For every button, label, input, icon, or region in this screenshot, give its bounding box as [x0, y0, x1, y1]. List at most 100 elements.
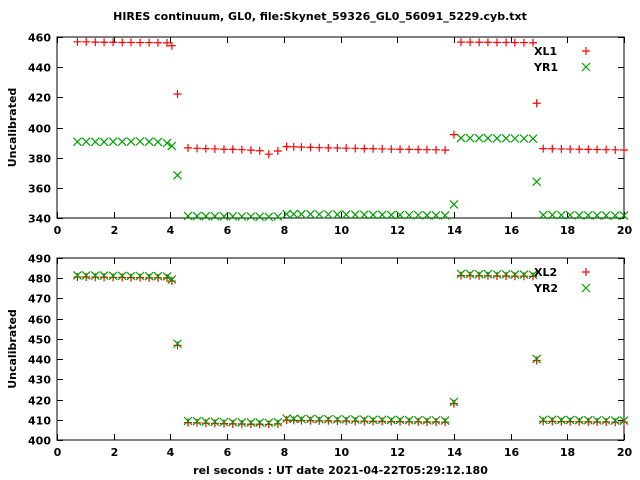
- data-point-YR2: [440, 416, 450, 426]
- data-point-XL2: [532, 356, 541, 365]
- legend-marker-YR2: [581, 283, 591, 293]
- x-tick-label: 20: [617, 224, 633, 237]
- data-point-YR2: [90, 271, 100, 281]
- data-point-YR1: [153, 137, 163, 147]
- data-point-XL1: [297, 143, 306, 152]
- data-point-XL2: [237, 420, 246, 429]
- plot-frame: [56, 257, 625, 441]
- y-tick-label: 410: [28, 415, 51, 428]
- data-point-YR1: [144, 137, 154, 147]
- data-point-XL2: [109, 273, 118, 282]
- y-tick-label: 380: [28, 153, 51, 166]
- data-point-XL2: [167, 277, 176, 286]
- data-point-YR1: [99, 137, 109, 147]
- data-point-XL2: [620, 418, 628, 427]
- data-point-XL2: [289, 416, 298, 425]
- data-point-YR1: [474, 133, 484, 143]
- data-point-YR2: [201, 417, 211, 427]
- data-point-XL1: [273, 147, 282, 156]
- data-point-XL1: [510, 38, 519, 47]
- data-point-XL2: [528, 272, 537, 281]
- data-point-XL1: [532, 99, 541, 108]
- data-point-YR1: [90, 137, 100, 147]
- data-point-XL1: [584, 145, 593, 154]
- x-tick-label: 2: [111, 224, 119, 237]
- data-point-XL2: [432, 418, 441, 427]
- data-point-XL1: [449, 130, 458, 139]
- data-point-XL1: [405, 145, 414, 154]
- x-tick-label: 10: [334, 224, 350, 237]
- data-point-XL2: [475, 271, 484, 280]
- data-point-XL1: [136, 38, 145, 47]
- y-tick-label: 360: [28, 183, 51, 196]
- data-point-YR2: [601, 415, 611, 425]
- data-point-XL1: [456, 38, 465, 47]
- data-point-YR2: [162, 271, 172, 281]
- data-point-YR2: [81, 270, 91, 280]
- data-point-YR1: [413, 210, 423, 220]
- data-point-YR1: [167, 141, 177, 151]
- data-point-XL2: [219, 419, 228, 428]
- data-point-XL1: [611, 145, 620, 154]
- y-tick-label: 450: [28, 334, 51, 347]
- data-point-XL1: [396, 145, 405, 154]
- page-title: HIRES continuum, GL0, file:Skynet_59326_…: [113, 10, 527, 23]
- x-tick-label: 4: [167, 224, 175, 237]
- data-point-XL1: [342, 144, 351, 153]
- legend-marker-XL1: [582, 47, 590, 55]
- data-point-XL1: [210, 144, 219, 153]
- data-point-YR1: [483, 133, 493, 143]
- data-point-YR1: [456, 133, 466, 143]
- data-point-YR1: [422, 210, 432, 220]
- x-tick-label: 12: [390, 224, 405, 237]
- data-point-YR2: [144, 271, 154, 281]
- y-tick-label: 460: [28, 314, 51, 327]
- x-tick-label: 18: [560, 446, 575, 459]
- x-tick-label: 2: [111, 446, 119, 459]
- data-point-XL2: [483, 271, 492, 280]
- data-point-YR1: [273, 212, 283, 221]
- data-point-YR2: [167, 275, 177, 284]
- data-point-YR1: [532, 177, 542, 187]
- data-point-YR2: [474, 269, 484, 279]
- data-point-YR1: [246, 212, 256, 221]
- data-point-YR1: [296, 209, 306, 219]
- data-point-YR2: [99, 271, 109, 281]
- data-point-YR1: [547, 210, 557, 220]
- data-point-YR2: [449, 397, 459, 407]
- x-tick-label: 16: [504, 446, 520, 459]
- data-point-XL2: [228, 419, 237, 428]
- data-point-YR1: [341, 210, 351, 219]
- data-point-XL1: [100, 38, 109, 47]
- data-point-XL2: [584, 417, 593, 426]
- data-point-YR2: [332, 414, 342, 424]
- legend-marker-XL2: [582, 268, 590, 276]
- data-point-XL1: [324, 143, 333, 152]
- y-tick-label: 340: [28, 213, 51, 226]
- data-point-XL1: [432, 145, 441, 154]
- data-point-XL2: [414, 417, 423, 426]
- data-point-YR1: [162, 138, 172, 148]
- data-point-YR2: [228, 417, 238, 427]
- data-point-XL1: [237, 145, 246, 154]
- data-point-XL1: [315, 143, 324, 152]
- data-point-XL1: [492, 38, 501, 47]
- data-point-YR1: [117, 137, 127, 147]
- data-point-XL1: [167, 41, 176, 50]
- data-point-YR2: [395, 415, 405, 425]
- data-point-YR1: [72, 137, 82, 147]
- data-point-YR1: [449, 200, 459, 209]
- data-point-YR1: [510, 134, 520, 143]
- data-point-XL2: [405, 417, 414, 426]
- data-point-YR1: [492, 133, 502, 143]
- data-point-YR1: [255, 212, 265, 222]
- data-point-YR2: [528, 270, 538, 280]
- data-point-YR2: [456, 269, 466, 279]
- data-point-XL2: [91, 273, 100, 282]
- data-point-YR2: [314, 414, 324, 424]
- data-point-YR1: [583, 210, 593, 220]
- data-point-YR2: [173, 339, 182, 349]
- data-point-XL2: [422, 418, 431, 427]
- data-point-YR2: [431, 415, 441, 425]
